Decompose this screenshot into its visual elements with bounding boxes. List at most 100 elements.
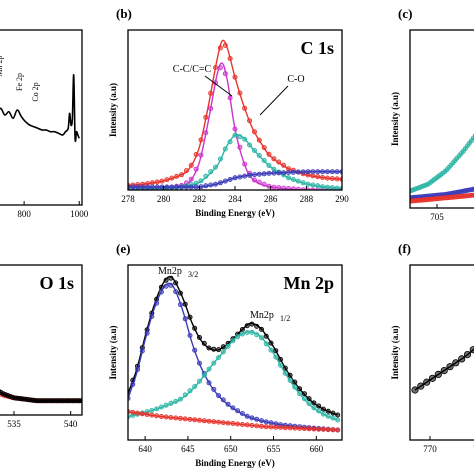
series-point-e-1-20 bbox=[220, 397, 226, 403]
panel-d: 535 540 O 1s bbox=[0, 264, 83, 429]
series-point-b-2-16 bbox=[203, 173, 209, 179]
series-point-b-0-8 bbox=[164, 177, 170, 183]
plot-area-e bbox=[128, 275, 341, 433]
series-point-b-2-33 bbox=[285, 175, 291, 181]
series-point-f-0-8 bbox=[458, 355, 466, 363]
x-axis-label-e: Binding Energy (eV) bbox=[195, 458, 275, 468]
series-point-b-1-34 bbox=[290, 186, 296, 190]
series-point-e-1-9 bbox=[168, 282, 174, 288]
series-point-e-2-22 bbox=[230, 338, 236, 344]
x-tick-label-b-4: 286 bbox=[264, 194, 278, 204]
series-point-e-2-27 bbox=[254, 332, 260, 338]
series-point-b-0-16 bbox=[203, 114, 209, 120]
series-b-0 bbox=[128, 39, 342, 188]
series-point-b-3-9 bbox=[169, 184, 175, 190]
series-point-e-0-20 bbox=[220, 344, 226, 350]
series-point-e-1-29 bbox=[263, 419, 269, 425]
series-point-e-1-30 bbox=[268, 420, 274, 426]
series-point-b-3-6 bbox=[154, 184, 160, 190]
series-point-b-0-14 bbox=[193, 151, 199, 157]
series-point-b-0-12 bbox=[183, 168, 189, 174]
series-point-b-3-33 bbox=[285, 169, 291, 175]
series-point-e-2-10 bbox=[173, 398, 179, 404]
series-line-a-0 bbox=[0, 74, 80, 143]
series-point-e-1-12 bbox=[182, 316, 188, 322]
series-point-e-2-16 bbox=[201, 372, 207, 378]
series-point-e-3-1 bbox=[130, 409, 136, 415]
series-point-b-3-11 bbox=[178, 184, 184, 190]
series-point-e-3-15 bbox=[196, 417, 202, 423]
series-point-e-0-33 bbox=[282, 365, 288, 371]
series-point-e-0-44 bbox=[335, 412, 341, 418]
x-tick-label-a-0: 800 bbox=[17, 209, 31, 219]
x-tick-label-b-6: 290 bbox=[335, 194, 349, 204]
panel-label-f: (f) bbox=[398, 241, 411, 256]
plot-area-d bbox=[0, 389, 82, 404]
series-point-e-2-20 bbox=[220, 349, 226, 355]
series-point-e-1-2 bbox=[134, 366, 140, 372]
series-point-e-3-17 bbox=[206, 418, 212, 424]
series-point-b-3-30 bbox=[271, 170, 277, 176]
series-point-e-2-18 bbox=[211, 360, 217, 366]
series-point-e-2-31 bbox=[273, 354, 279, 360]
series-point-e-1-19 bbox=[216, 393, 222, 399]
series-point-e-0-37 bbox=[301, 391, 307, 397]
series-point-e-3-34 bbox=[287, 425, 293, 431]
series-point-e-2-24 bbox=[239, 331, 245, 337]
series-point-b-2-27 bbox=[256, 152, 262, 158]
series-point-b-2-28 bbox=[261, 157, 267, 163]
series-point-e-1-6 bbox=[154, 300, 160, 306]
series-point-b-3-17 bbox=[208, 182, 214, 188]
plot-frame-f bbox=[409, 264, 474, 441]
series-point-e-2-14 bbox=[192, 383, 198, 389]
series-point-b-2-19 bbox=[217, 156, 223, 162]
series-point-e-0-24 bbox=[239, 326, 245, 332]
peak-annotation-a-1: Fe 2p bbox=[15, 73, 24, 91]
series-point-b-3-27 bbox=[256, 171, 262, 177]
series-point-e-1-15 bbox=[196, 360, 202, 366]
series-c-0 bbox=[410, 133, 474, 194]
series-point-e-3-12 bbox=[182, 416, 188, 422]
series-point-f-0-0 bbox=[411, 386, 419, 394]
panel-b: 278 280 282 284 286 288 290 (b) C 1s Binding Ener… bbox=[108, 6, 349, 218]
series-point-e-1-27 bbox=[254, 416, 260, 422]
series-point-e-2-7 bbox=[158, 404, 164, 410]
series-point-e-0-9 bbox=[168, 275, 174, 281]
series-point-e-3-24 bbox=[239, 421, 245, 427]
series-point-b-2-41 bbox=[324, 184, 330, 190]
series-point-b-2-36 bbox=[300, 180, 306, 186]
series-point-b-1-16 bbox=[203, 130, 209, 136]
series-point-e-3-38 bbox=[306, 426, 312, 432]
series-point-e-3-21 bbox=[225, 420, 231, 426]
series-point-e-3-9 bbox=[168, 414, 174, 420]
series-point-b-0-17 bbox=[208, 90, 214, 96]
series-point-e-2-13 bbox=[187, 388, 193, 394]
series-point-b-3-10 bbox=[174, 184, 180, 190]
series-point-e-0-25 bbox=[244, 323, 250, 329]
series-point-b-3-22 bbox=[232, 175, 238, 181]
series-point-b-1-18 bbox=[212, 80, 218, 86]
series-point-e-2-33 bbox=[282, 370, 288, 376]
series-point-b-2-25 bbox=[247, 142, 253, 148]
series-point-e-2-34 bbox=[287, 377, 293, 383]
panel-title-d: O 1s bbox=[39, 273, 74, 293]
series-point-e-0-28 bbox=[258, 326, 264, 332]
series-point-b-1-33 bbox=[286, 186, 291, 190]
series-point-b-0-32 bbox=[281, 162, 287, 168]
series-point-b-1-19 bbox=[217, 65, 223, 71]
x-tick-label-e-1: 645 bbox=[181, 444, 195, 454]
series-point-b-0-15 bbox=[198, 137, 204, 143]
series-point-b-0-22 bbox=[232, 74, 238, 80]
series-point-b-3-23 bbox=[237, 174, 243, 180]
series-point-e-1-8 bbox=[163, 283, 169, 289]
plot-frame-e bbox=[127, 264, 343, 441]
series-point-e-3-31 bbox=[273, 424, 279, 430]
series-point-e-2-5 bbox=[149, 407, 155, 413]
series-point-e-2-17 bbox=[206, 366, 212, 372]
panel-f: 770775(f)Intensity (a.u) bbox=[390, 241, 474, 454]
series-point-e-3-25 bbox=[244, 422, 250, 428]
annotation-mn2p32-sub: 3/2 bbox=[188, 270, 198, 279]
panel-label-c: (c) bbox=[398, 6, 412, 21]
series-point-b-3-40 bbox=[319, 169, 325, 175]
series-point-b-3-39 bbox=[315, 169, 321, 175]
